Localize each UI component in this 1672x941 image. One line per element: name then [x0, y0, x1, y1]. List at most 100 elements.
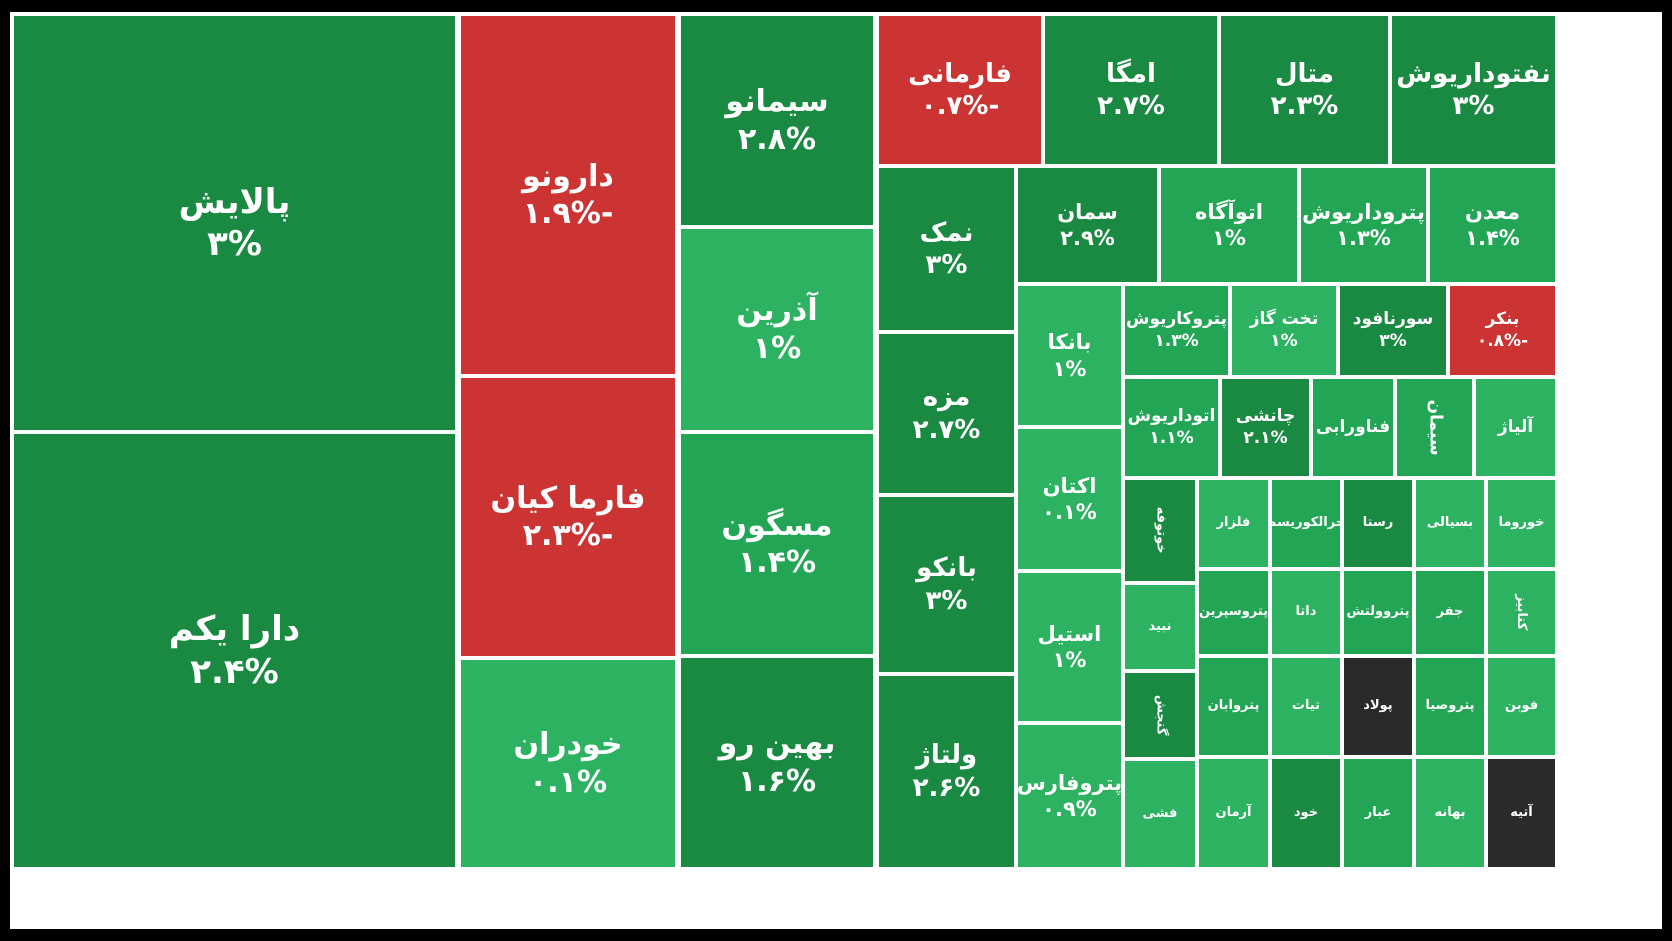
- treemap-tile[interactable]: پالایش ۳%: [12, 14, 457, 432]
- tile-change: ۳%: [925, 585, 968, 616]
- tile-name: پتروسپرین: [1198, 604, 1269, 620]
- treemap-tile[interactable]: پتروصیا: [1414, 656, 1486, 757]
- tile-name: بنکر: [1485, 309, 1520, 330]
- treemap-tile[interactable]: بنکر -۰.۸%: [1448, 284, 1557, 377]
- tile-name: اتوآگاه: [1195, 199, 1263, 224]
- treemap-tile[interactable]: خوروما: [1486, 478, 1557, 569]
- tile-change: ۳%: [207, 224, 262, 264]
- tile-name: فشی: [1142, 805, 1178, 821]
- treemap-tile[interactable]: بهین رو ۱.۶%: [679, 656, 875, 869]
- treemap-tile[interactable]: اتوداریوش ۱.۱%: [1123, 377, 1220, 478]
- treemap-tile[interactable]: استیل ۱%: [1016, 571, 1123, 723]
- tile-change: ۰.۱%: [1042, 500, 1097, 524]
- treemap-tile[interactable]: کتابیز: [1486, 569, 1557, 656]
- tile-change: ۲.۴%: [190, 651, 279, 692]
- tile-name: تیات: [1291, 698, 1321, 714]
- treemap-tile[interactable]: پتروفارس ۰.۹%: [1016, 723, 1123, 869]
- tile-name: خوتوفه: [1153, 507, 1169, 554]
- treemap-tile[interactable]: فشی: [1123, 759, 1197, 869]
- treemap-tile[interactable]: فناورابی: [1311, 377, 1395, 478]
- treemap-tile[interactable]: فارمانی -۰.۷%: [877, 14, 1043, 166]
- tile-name: فارمانی: [908, 58, 1012, 89]
- tile-name: بانکا: [1047, 330, 1092, 355]
- treemap-tile[interactable]: چانشی ۲.۱%: [1220, 377, 1311, 478]
- tile-name: مسگون: [721, 507, 833, 543]
- treemap-tile[interactable]: آذرین ۱%: [679, 227, 875, 432]
- treemap-tile[interactable]: پتروسپرین: [1197, 569, 1270, 656]
- tile-change: ۳%: [1452, 91, 1495, 121]
- tile-name: بهین رو: [718, 726, 836, 761]
- treemap-tile[interactable]: مسگون ۱.۴%: [679, 432, 875, 656]
- treemap-tile[interactable]: بانکو ۳%: [877, 495, 1016, 674]
- treemap-tile[interactable]: پتروکاریوش ۱.۳%: [1123, 284, 1230, 377]
- tile-name: نمک: [919, 217, 974, 248]
- tile-change: ۱.۳%: [1336, 226, 1391, 250]
- treemap-tile[interactable]: آرمان: [1197, 757, 1270, 869]
- tile-change: ۲.۸%: [737, 121, 817, 157]
- treemap-tile[interactable]: بانکا ۱%: [1016, 284, 1123, 427]
- tile-name: پولاد: [1363, 698, 1393, 714]
- tile-name: بهانه: [1434, 804, 1466, 820]
- treemap-tile[interactable]: تخت گاز ۱%: [1230, 284, 1338, 377]
- tile-name: پتروکاریوش: [1125, 309, 1228, 330]
- tile-name: آذرین: [736, 293, 818, 328]
- tile-name: خودران: [513, 727, 623, 762]
- treemap-tile[interactable]: نبید: [1123, 583, 1197, 671]
- treemap-tile[interactable]: نمک ۳%: [877, 166, 1016, 332]
- tile-name: تخت گاز: [1249, 309, 1319, 330]
- tile-change: ۱.۴%: [1465, 226, 1520, 250]
- treemap-tile[interactable]: خود: [1270, 757, 1342, 869]
- treemap-tile[interactable]: تیات: [1270, 656, 1342, 757]
- tile-change: ۰.۹%: [1042, 797, 1097, 821]
- treemap-tile[interactable]: پتروابان: [1197, 656, 1270, 757]
- treemap-tile[interactable]: پتروولتش: [1342, 569, 1414, 656]
- treemap-tile[interactable]: ولتاژ ۲.۶%: [877, 674, 1016, 869]
- tile-change: ۱%: [1052, 648, 1087, 672]
- treemap-tile[interactable]: فارما کیان -۲.۳%: [459, 376, 677, 658]
- treemap-tile[interactable]: دارونو -۱.۹%: [459, 14, 677, 376]
- treemap-tile[interactable]: مزه ۲.۷%: [877, 332, 1016, 495]
- tile-change: ۱%: [1052, 356, 1087, 381]
- tile-name: ولتاژ: [915, 740, 978, 770]
- treemap-tile[interactable]: متال ۲.۳%: [1219, 14, 1390, 166]
- treemap-tile[interactable]: بسیالی: [1414, 478, 1486, 569]
- treemap-tile[interactable]: آلیاژ: [1474, 377, 1557, 478]
- treemap-tile[interactable]: فوبن: [1486, 656, 1557, 757]
- treemap-tile[interactable]: اکتان ۰.۱%: [1016, 427, 1123, 571]
- treemap-tile[interactable]: اتوآگاه ۱%: [1159, 166, 1299, 284]
- treemap-tile[interactable]: خودران ۰.۱%: [459, 658, 677, 869]
- treemap-tile[interactable]: سمان ۲.۹%: [1016, 166, 1159, 284]
- tile-name: آلیاژ: [1497, 416, 1534, 437]
- tile-name: استیل: [1037, 621, 1102, 646]
- treemap-tile[interactable]: رستا: [1342, 478, 1414, 569]
- tile-name: دارا یکم: [168, 609, 301, 649]
- tile-name: فوبن: [1504, 698, 1539, 714]
- tile-name: متال: [1274, 58, 1335, 89]
- treemap-tile[interactable]: گنجش: [1123, 671, 1197, 759]
- treemap-tile[interactable]: امگا ۲.۷%: [1043, 14, 1219, 166]
- tile-name: معدن: [1465, 199, 1520, 224]
- tile-name: فلزار: [1216, 515, 1251, 531]
- treemap-tile[interactable]: جفر: [1414, 569, 1486, 656]
- treemap-tile[interactable]: جرالکوریسم: [1270, 478, 1342, 569]
- treemap-tile[interactable]: سیمانو ۲.۸%: [679, 14, 875, 227]
- treemap-tile[interactable]: بهانه: [1414, 757, 1486, 869]
- treemap-tile[interactable]: عبار: [1342, 757, 1414, 869]
- tile-name: پتروداریوش: [1302, 199, 1425, 224]
- treemap-tile[interactable]: نفتوداریوش ۳%: [1390, 14, 1557, 166]
- treemap-tile[interactable]: معدن ۱.۴%: [1428, 166, 1557, 284]
- treemap-tile[interactable]: سیمان: [1395, 377, 1474, 478]
- tile-name: بانکو: [916, 553, 977, 583]
- tile-name: بسیالی: [1426, 515, 1474, 531]
- treemap-tile[interactable]: پولاد: [1342, 656, 1414, 757]
- tile-name: رستا: [1362, 515, 1394, 531]
- treemap-tile[interactable]: خوتوفه: [1123, 478, 1197, 583]
- treemap-tile[interactable]: پتروداریوش ۱.۳%: [1299, 166, 1428, 284]
- treemap-tile[interactable]: آتیه: [1486, 757, 1557, 869]
- treemap-tile[interactable]: فلزار: [1197, 478, 1270, 569]
- treemap-tile[interactable]: سورنافود ۳%: [1338, 284, 1448, 377]
- treemap-tile[interactable]: دارا یکم ۲.۴%: [12, 432, 457, 869]
- treemap-tile[interactable]: داتا: [1270, 569, 1342, 656]
- tile-name: کتابیز: [1514, 594, 1530, 631]
- tile-name: مزه: [922, 382, 971, 412]
